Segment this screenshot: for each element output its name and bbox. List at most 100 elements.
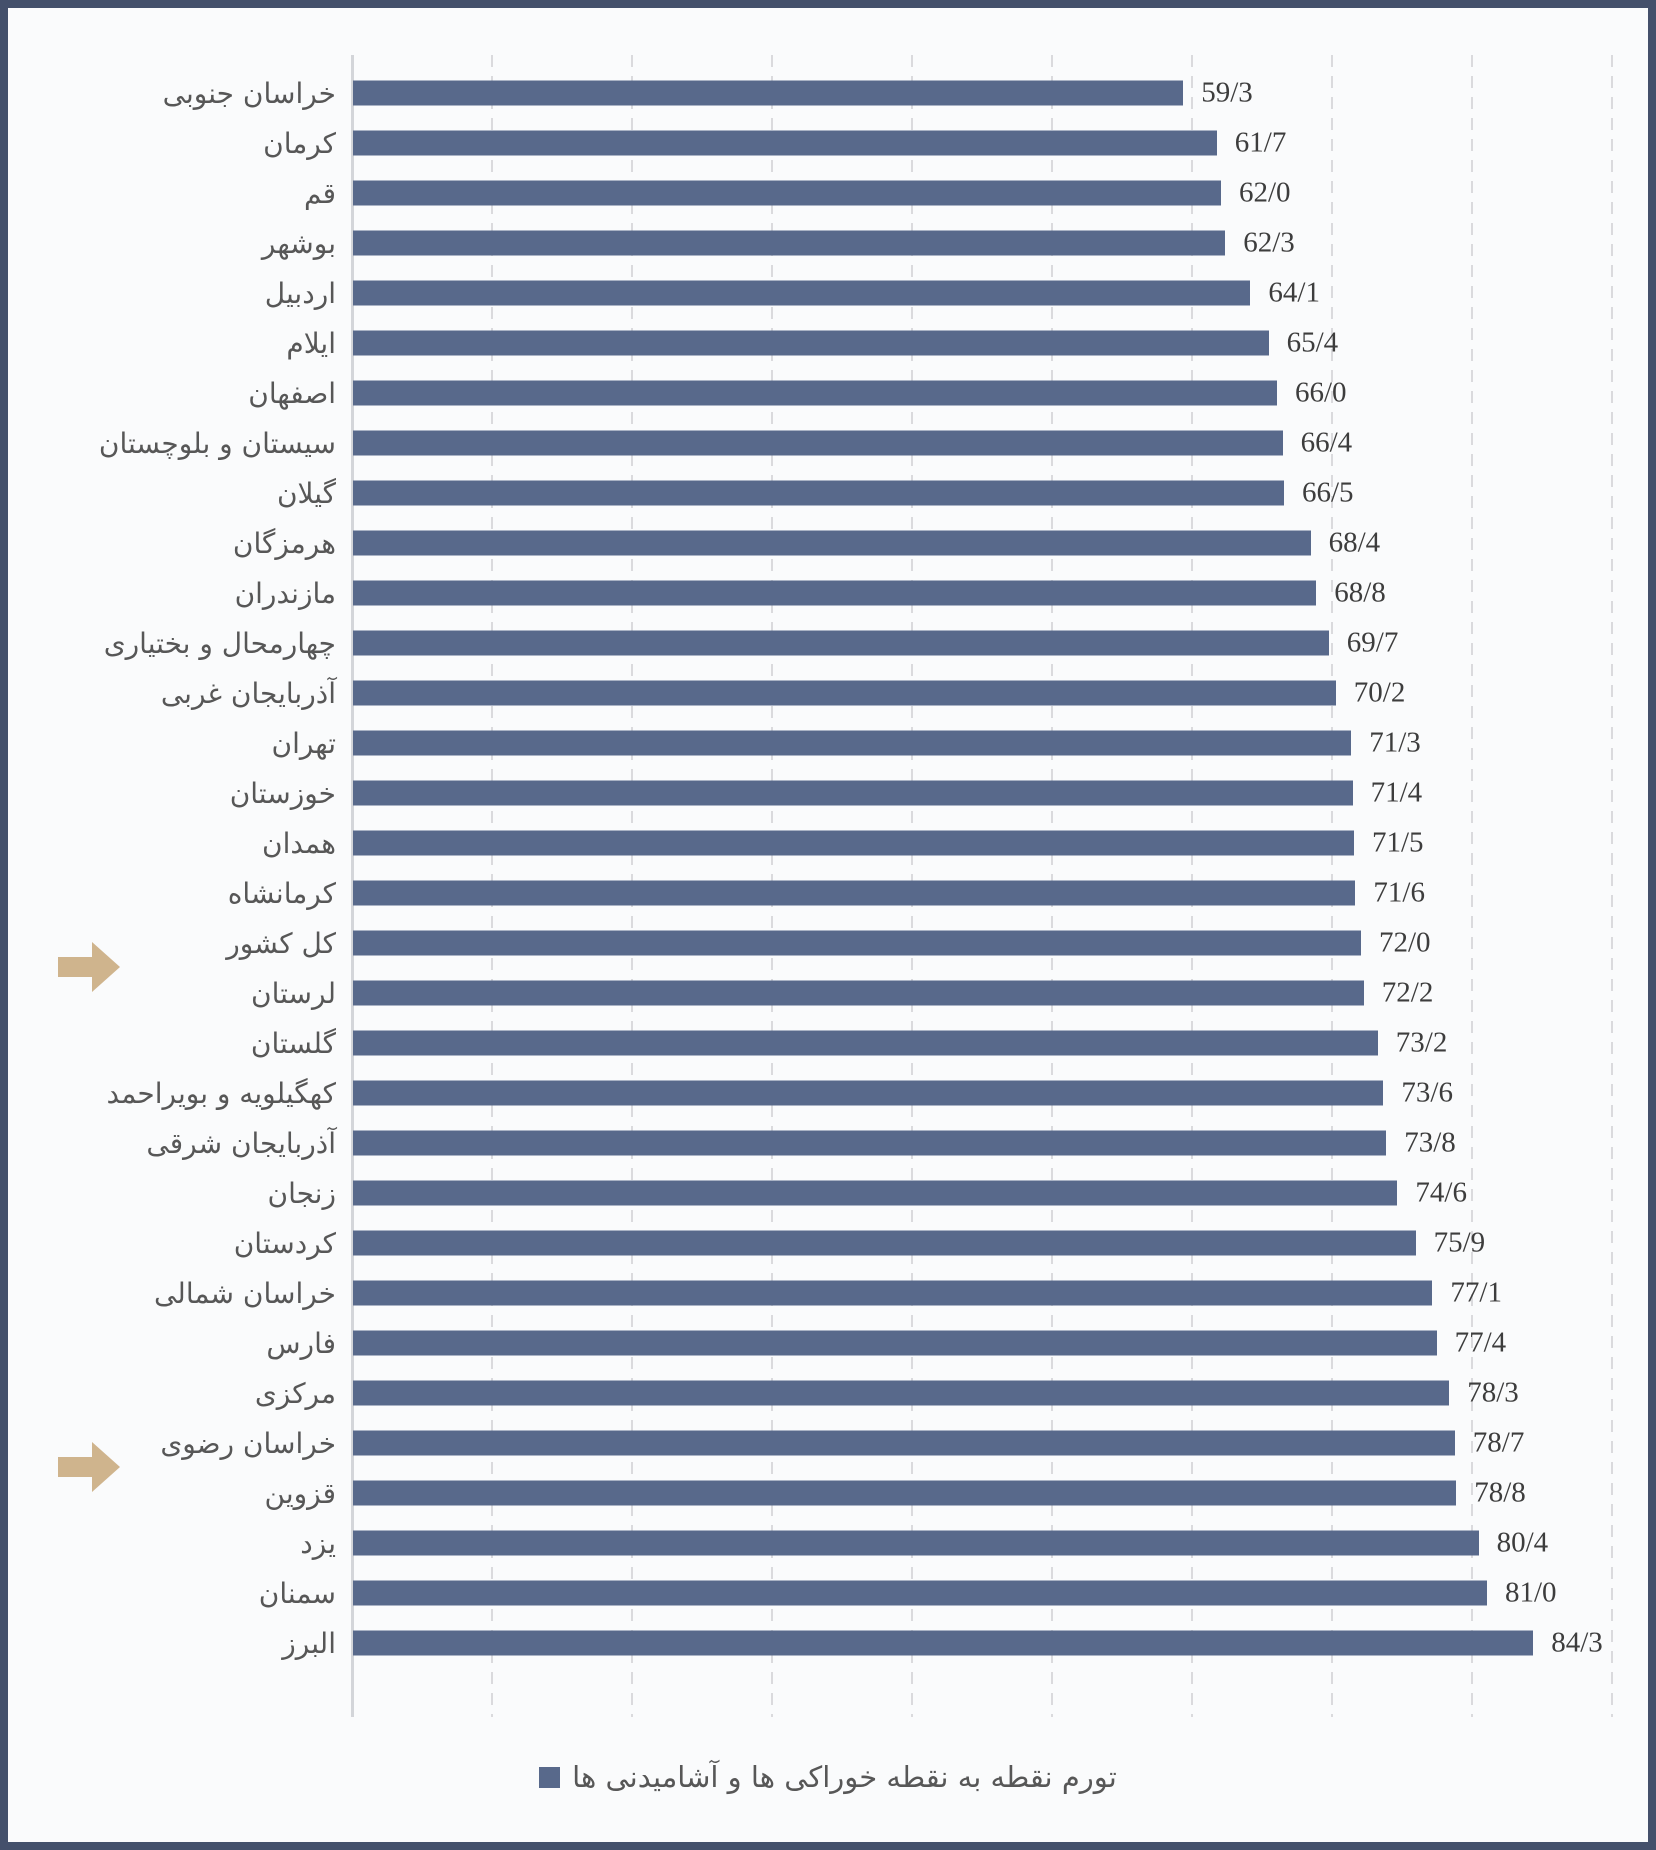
category-label: تهران: [271, 726, 337, 760]
bar: [353, 980, 1364, 1006]
gridline: [1471, 55, 1473, 1717]
value-label: 73/8: [1404, 1126, 1456, 1159]
value-label: 68/4: [1328, 526, 1381, 559]
category-label: خراسان جنوبی: [162, 76, 336, 110]
value-label: 65/4: [1286, 326, 1339, 359]
bar: [353, 1130, 1387, 1156]
bar-row: لرستان 72/2: [48, 968, 1628, 1018]
bar-row: گیلان 66/5: [48, 468, 1628, 518]
bar-row: قزوین 78/8: [48, 1468, 1628, 1518]
bar: [353, 1580, 1487, 1606]
bar-track: 73/2: [352, 1018, 1628, 1068]
bar-row: کهگیلویه و بویراحمد 73/6: [48, 1068, 1628, 1118]
legend: تورم نقطه به نقطه خوراکی ها و آشامیدنی ه…: [8, 1760, 1648, 1794]
bar: [353, 130, 1217, 156]
bar: [353, 730, 1352, 756]
value-label: 74/6: [1415, 1176, 1467, 1209]
value-label: 62/0: [1239, 176, 1291, 209]
bar-row: اردبیل 64/1: [48, 268, 1628, 318]
bar-track: 71/5: [352, 818, 1628, 868]
category-label: کل کشور: [226, 926, 336, 960]
bar-row: یزد 80/4: [48, 1518, 1628, 1568]
gridline: [1611, 55, 1613, 1717]
category-label: هرمزگان: [232, 526, 336, 560]
bar: [353, 1430, 1455, 1456]
value-label: 64/1: [1268, 276, 1320, 309]
bar-row: هرمزگان 68/4: [48, 518, 1628, 568]
bar-row: کرمان 61/7: [48, 118, 1628, 168]
bar-track: 62/0: [352, 168, 1628, 218]
category-label: ایلام: [286, 326, 336, 360]
bar-track: 68/8: [352, 568, 1628, 618]
category-label: قم: [303, 176, 336, 210]
category-label: فارس: [266, 1326, 336, 1360]
bar-track: 81/0: [352, 1568, 1628, 1618]
value-label: 62/3: [1243, 226, 1295, 259]
bar-track: 72/2: [352, 968, 1628, 1018]
bar-row: گلستان 73/2: [48, 1018, 1628, 1068]
bar-track: 74/6: [352, 1168, 1628, 1218]
bar: [353, 1180, 1398, 1206]
bar: [353, 1030, 1378, 1056]
bar-row: مازندران 68/8: [48, 568, 1628, 618]
bar: [353, 480, 1284, 506]
value-label: 84/3: [1551, 1626, 1603, 1659]
bar-track: 62/3: [352, 218, 1628, 268]
bar-row: کل کشور 72/0: [48, 918, 1628, 992]
bar-track: 64/1: [352, 268, 1628, 318]
bar-track: 69/7: [352, 618, 1628, 668]
bar: [353, 780, 1353, 806]
category-label: آذربایجان شرقی: [146, 1126, 336, 1160]
bar: [353, 530, 1311, 556]
bar-row: چهارمحال و بختیاری 69/7: [48, 618, 1628, 668]
bar-track: 80/4: [352, 1518, 1628, 1568]
category-label: همدان: [262, 826, 336, 860]
category-label: کردستان: [233, 1226, 336, 1260]
value-label: 75/9: [1433, 1226, 1486, 1259]
bar: [353, 630, 1329, 656]
bar-track: 73/8: [352, 1118, 1628, 1168]
value-label: 71/4: [1370, 776, 1423, 809]
bar-row: سمنان 81/0: [48, 1568, 1628, 1618]
value-label: 72/0: [1379, 926, 1431, 959]
category-label: کرمان: [263, 126, 336, 160]
bar: [353, 430, 1283, 456]
bar-track: 71/4: [352, 768, 1628, 818]
legend-label: تورم نقطه به نقطه خوراکی ها و آشامیدنی ه…: [572, 1760, 1117, 1794]
bar-track: 65/4: [352, 318, 1628, 368]
bar-row: خوزستان 71/4: [48, 768, 1628, 818]
bar: [353, 1380, 1450, 1406]
category-label: چهارمحال و بختیاری: [103, 626, 336, 660]
y-axis-line: [351, 55, 354, 1717]
value-label: 73/2: [1395, 1026, 1448, 1059]
bar-row: اصفهان 66/0: [48, 368, 1628, 418]
bar-row: فارس 77/4: [48, 1318, 1628, 1368]
bar-row: کردستان 75/9: [48, 1218, 1628, 1268]
bar: [353, 380, 1277, 406]
value-label: 71/3: [1369, 726, 1421, 759]
bar: [353, 930, 1361, 956]
category-label: سمنان: [258, 1576, 336, 1610]
value-label: 71/6: [1373, 876, 1425, 909]
bar: [353, 180, 1221, 206]
value-label: 71/5: [1372, 826, 1424, 859]
bar: [353, 80, 1184, 106]
value-label: 78/8: [1474, 1476, 1526, 1509]
bar-track: 59/3: [352, 68, 1628, 118]
category-label: کهگیلویه و بویراحمد: [106, 1076, 336, 1110]
category-label: البرز: [282, 1626, 336, 1660]
bar-track: 66/0: [352, 368, 1628, 418]
bar-row: خراسان جنوبی 59/3: [48, 68, 1628, 118]
bar-row: آذربایجان غربی 70/2: [48, 668, 1628, 718]
bar-row: قم 62/0: [48, 168, 1628, 218]
bar-track: 71/3: [352, 718, 1628, 768]
category-label: گیلان: [276, 476, 336, 510]
category-label: آذربایجان غربی: [160, 676, 336, 710]
value-label: 69/7: [1346, 626, 1399, 659]
bar-track: 71/6: [352, 868, 1628, 918]
value-label: 78/7: [1472, 1426, 1525, 1459]
bar-track: 68/4: [352, 518, 1628, 568]
category-label: زنجان: [267, 1176, 336, 1210]
bar-row: خراسان رضوی 78/7: [48, 1418, 1628, 1492]
bar-row: زنجان 74/6: [48, 1168, 1628, 1218]
